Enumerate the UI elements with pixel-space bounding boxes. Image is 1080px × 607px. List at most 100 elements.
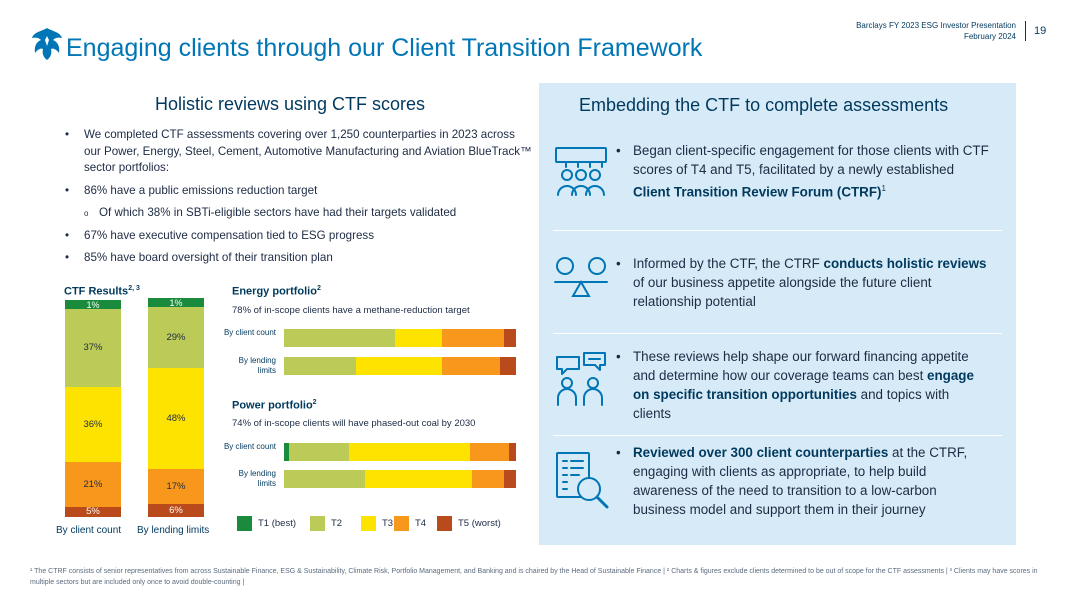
ctf-column-label: By lending limits <box>137 525 210 536</box>
power-bar-lending-limits <box>284 470 516 488</box>
legend-label: T1 (best) <box>258 518 297 529</box>
power-bar-client-count <box>284 443 516 461</box>
bullet-item: 86% have a public emissions reduction ta… <box>63 183 533 200</box>
panel-item-text-bold: engage on specific transition opportunit… <box>633 368 974 402</box>
bar-segment-t5 <box>499 357 516 375</box>
legend-item: T3 <box>361 516 393 531</box>
bar-segment-t5 <box>504 470 516 488</box>
sub-bullet-item: Of which 38% in SBTi-eligible sectors ha… <box>63 205 533 222</box>
legend-swatch-t4 <box>394 516 409 531</box>
bar-row-label: By client count <box>223 328 276 337</box>
bar-segment-t4 <box>469 443 510 461</box>
legend-swatch-t3 <box>361 516 376 531</box>
bar-segment-t5 <box>509 443 516 461</box>
bar-segment-t2 <box>288 443 349 461</box>
legend-label: T3 <box>382 518 394 529</box>
power-portfolio-title: Power portfolio2 <box>232 399 317 412</box>
panel-item-text: Reviewed over 300 client counterparties … <box>616 443 989 519</box>
bar-segment-t3 <box>355 357 442 375</box>
ctf-segment-t1: 1% <box>148 298 204 308</box>
panel-item-text-bold: Client Transition Review Forum (CTRF) <box>633 184 882 200</box>
ctf-segment-t2: 29% <box>148 307 204 368</box>
bar-segment-t4 <box>441 329 505 347</box>
energy-footnote-ref: 2 <box>316 285 321 292</box>
panel-item-text-bold: conducts holistic reviews <box>823 256 987 271</box>
presentation-name: Barclays FY 2023 ESG Investor Presentati… <box>856 21 1016 30</box>
left-section-heading: Holistic reviews using CTF scores <box>155 94 426 114</box>
ctf-results-title-text: CTF Results <box>64 285 129 298</box>
ctf-column-client-count: 5% 21% 36% 37% 1% <box>65 300 121 517</box>
legend-item: T1 (best) <box>237 516 296 531</box>
tier-legend: T1 (best) T2 T3 T4 T5 (worst) <box>237 516 527 532</box>
energy-portfolio-title: Energy portfolio2 <box>232 285 321 298</box>
bullet-item: 67% have executive compensation tied to … <box>63 228 533 245</box>
audience-presentation-icon <box>555 147 607 196</box>
energy-portfolio-subtitle: 78% of in-scope clients have a methane-r… <box>232 305 470 316</box>
page-title: Engaging clients through our Client Tran… <box>66 34 703 62</box>
power-footnote-ref: 2 <box>312 399 317 406</box>
legend-label: T4 <box>415 518 427 529</box>
legend-swatch-t5 <box>437 516 452 531</box>
ctf-bullet-list: We completed CTF assessments covering ov… <box>63 127 533 273</box>
panel-item-text-post: and topics with clients <box>633 387 950 421</box>
panel-divider <box>553 230 1002 231</box>
footnote: ¹ The CTRF consists of senior representa… <box>30 568 1038 586</box>
legend-item: T4 <box>394 516 426 531</box>
bar-segment-t2 <box>284 357 356 375</box>
ctf-column-lending-limits: 6% 17% 48% 29% 1% <box>148 298 204 517</box>
presentation-meta: Barclays FY 2023 ESG Investor Presentati… <box>856 20 1016 42</box>
panel-item-text: Began client-specific engagement for tho… <box>616 141 989 201</box>
energy-portfolio-title-text: Energy portfolio <box>232 285 317 298</box>
bullet-item: 85% have board oversight of their transi… <box>63 250 533 267</box>
ctf-segment-t2: 37% <box>65 309 121 387</box>
energy-bar-client-count <box>284 329 516 347</box>
conversation-icon <box>556 352 606 406</box>
bar-segment-t4 <box>471 470 505 488</box>
legend-item: T2 <box>310 516 342 531</box>
energy-bar-lending-limits <box>284 357 516 375</box>
ctf-column-label: By client count <box>56 525 122 536</box>
document-magnifier-icon <box>556 452 609 509</box>
presentation-date: February 2024 <box>963 32 1016 41</box>
power-portfolio-title-text: Power portfolio <box>232 399 313 412</box>
bar-segment-t2 <box>284 329 396 347</box>
power-portfolio-subtitle: 74% of in-scope clients will have phased… <box>232 418 476 429</box>
bullet-item: We completed CTF assessments covering ov… <box>63 127 533 177</box>
panel-item-text-post: at the CTRF, engaging with clients as ap… <box>633 445 968 517</box>
bar-segment-t4 <box>441 357 500 375</box>
ctf-segment-t4: 21% <box>65 462 121 507</box>
panel-item-text-post: of our business appetite alongside the f… <box>633 275 932 309</box>
panel-item-text: These reviews help shape our forward fin… <box>616 347 989 423</box>
ctf-segment-t5: 5% <box>65 506 121 517</box>
ctf-segment-t1: 1% <box>65 300 121 310</box>
panel-divider <box>553 435 1002 436</box>
barclays-eagle-logo-icon <box>32 28 62 60</box>
panel-divider <box>553 333 1002 334</box>
ctf-results-title: CTF Results2, 3 <box>64 285 140 298</box>
ctf-results-footnote-ref: 2, 3 <box>128 285 140 292</box>
panel-item-footnote-ref: 1 <box>881 184 886 193</box>
meta-divider <box>1025 21 1026 41</box>
panel-item-text-pre: Began client-specific engagement for tho… <box>633 143 989 177</box>
balance-scale-icon <box>554 257 608 297</box>
bar-row-label: By lending limits <box>238 469 276 488</box>
bar-segment-t1 <box>284 443 289 461</box>
ctf-segment-t4: 17% <box>148 468 204 505</box>
panel-item-text-bold: Reviewed over 300 client counterparties <box>633 445 889 460</box>
legend-item: T5 (worst) <box>437 516 501 531</box>
legend-swatch-t1 <box>237 516 252 531</box>
bar-segment-t3 <box>365 470 472 488</box>
bar-row-label: By lending limits <box>238 356 276 375</box>
ctf-segment-t3: 36% <box>65 386 121 463</box>
bar-segment-t5 <box>504 329 516 347</box>
bar-row-label: By client count <box>223 442 276 451</box>
bar-segment-t2 <box>284 470 366 488</box>
panel-item-text: Informed by the CTF, the CTRF conducts h… <box>616 254 989 311</box>
panel-item-text-pre: Informed by the CTF, the CTRF <box>633 256 824 271</box>
bar-segment-t3 <box>348 443 470 461</box>
ctf-segment-t3: 48% <box>148 367 204 469</box>
panel-item-text-pre: These reviews help shape our forward fin… <box>633 349 969 383</box>
ctf-assessment-panel: Embedding the CTF to complete assessment… <box>539 83 1016 545</box>
legend-swatch-t2 <box>310 516 325 531</box>
right-section-heading: Embedding the CTF to complete assessment… <box>579 95 949 115</box>
